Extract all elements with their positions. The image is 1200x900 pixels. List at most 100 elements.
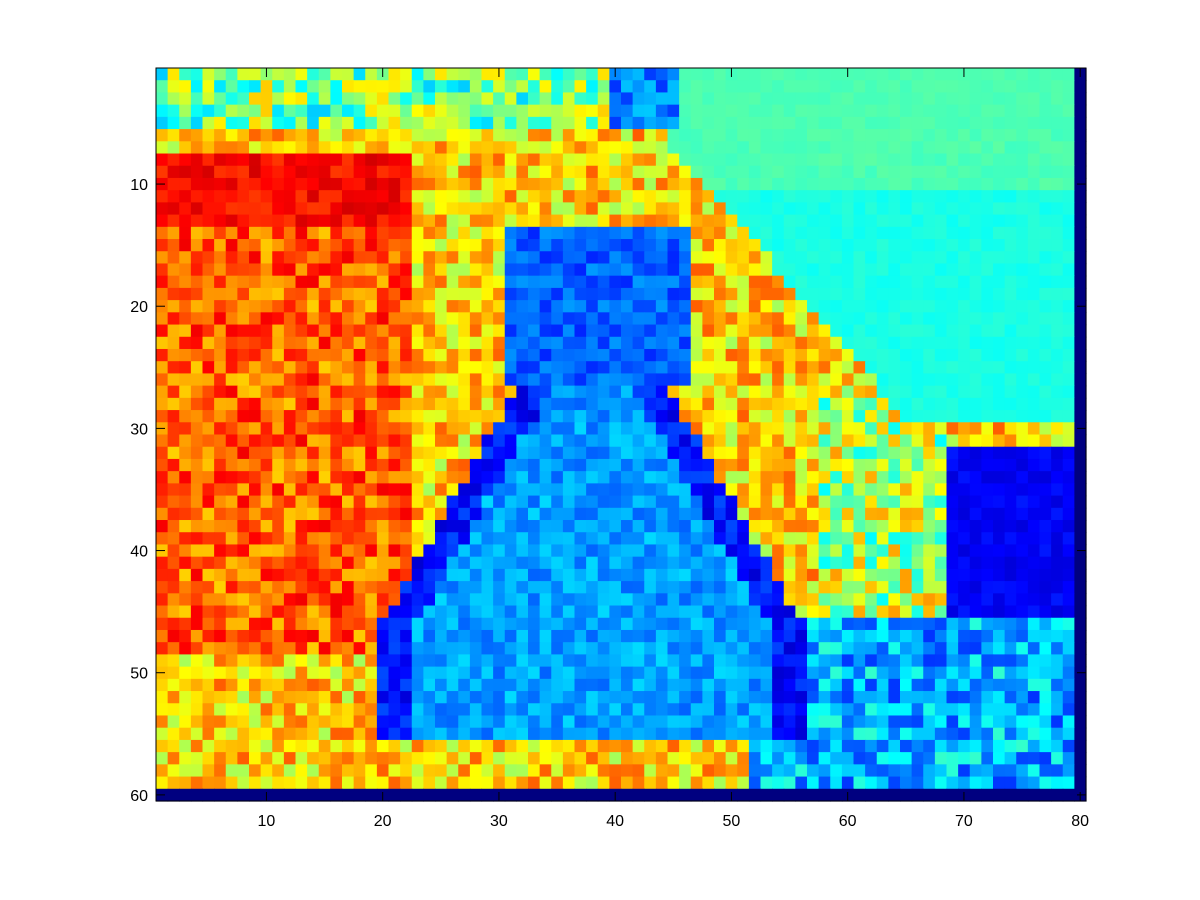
heatmap-cell — [482, 227, 494, 240]
heatmap-cell — [296, 398, 308, 411]
heatmap-cell — [261, 373, 273, 386]
heatmap-cell — [644, 496, 656, 509]
heatmap-cell — [214, 459, 226, 472]
heatmap-cell — [1051, 288, 1063, 301]
heatmap-cell — [877, 740, 889, 753]
heatmap-cell — [1063, 715, 1075, 728]
heatmap-cell — [1074, 276, 1086, 289]
heatmap-cell — [191, 508, 203, 521]
heatmap-cell — [854, 447, 866, 460]
heatmap-cell — [493, 215, 505, 228]
heatmap-cell — [516, 349, 528, 362]
heatmap-cell — [284, 789, 296, 802]
heatmap-cell — [912, 642, 924, 655]
heatmap-cell — [575, 276, 587, 289]
heatmap-cell — [1063, 227, 1075, 240]
heatmap-cell — [784, 606, 796, 619]
heatmap-cell — [784, 667, 796, 680]
heatmap-cell — [156, 508, 168, 521]
heatmap-cell — [1074, 483, 1086, 496]
heatmap-cell — [214, 288, 226, 301]
heatmap-cell — [1005, 606, 1017, 619]
heatmap-cell — [516, 459, 528, 472]
heatmap-cell — [261, 593, 273, 606]
heatmap-cell — [423, 520, 435, 533]
heatmap-cell — [319, 202, 331, 215]
heatmap-cell — [772, 105, 784, 118]
heatmap-cell — [179, 508, 191, 521]
heatmap-cell — [633, 752, 645, 765]
heatmap-cell — [912, 251, 924, 264]
heatmap-cell — [970, 764, 982, 777]
heatmap-cell — [842, 752, 854, 765]
heatmap-cell — [1063, 239, 1075, 252]
heatmap-cell — [400, 777, 412, 790]
heatmap-cell — [296, 263, 308, 276]
heatmap-cell — [621, 764, 633, 777]
heatmap-cell — [609, 728, 621, 741]
heatmap-cell — [854, 154, 866, 167]
heatmap-cell — [249, 471, 261, 484]
heatmap-cell — [923, 300, 935, 313]
heatmap-cell — [179, 386, 191, 399]
heatmap-cell — [842, 422, 854, 435]
heatmap-cell — [272, 667, 284, 680]
heatmap-cell — [261, 202, 273, 215]
heatmap-cell — [970, 166, 982, 179]
heatmap-cell — [214, 117, 226, 130]
heatmap-cell — [307, 447, 319, 460]
heatmap-cell — [1005, 410, 1017, 423]
heatmap-cell — [993, 263, 1005, 276]
heatmap-cell — [795, 532, 807, 545]
heatmap-cell — [900, 239, 912, 252]
heatmap-cell — [958, 288, 970, 301]
heatmap-cell — [807, 703, 819, 716]
heatmap-cell — [319, 92, 331, 105]
heatmap-cell — [423, 386, 435, 399]
heatmap-cell — [505, 190, 517, 203]
heatmap-cell — [1040, 569, 1052, 582]
heatmap-cell — [1028, 92, 1040, 105]
heatmap-cell — [970, 520, 982, 533]
heatmap-cell — [342, 679, 354, 692]
heatmap-cell — [516, 471, 528, 484]
heatmap-cell — [226, 68, 238, 81]
heatmap-cell — [179, 789, 191, 802]
heatmap-cell — [679, 679, 691, 692]
heatmap-cell — [179, 202, 191, 215]
heatmap-cell — [586, 667, 598, 680]
heatmap-cell — [249, 312, 261, 325]
heatmap-cell — [1005, 227, 1017, 240]
heatmap-cell — [923, 496, 935, 509]
heatmap-cell — [458, 569, 470, 582]
heatmap-cell — [447, 276, 459, 289]
heatmap-cell — [784, 129, 796, 142]
heatmap-cell — [772, 483, 784, 496]
heatmap-cell — [935, 166, 947, 179]
heatmap-cell — [330, 606, 342, 619]
heatmap-cell — [784, 361, 796, 374]
heatmap-cell — [458, 92, 470, 105]
heatmap-cell — [633, 178, 645, 191]
heatmap-cell — [1028, 789, 1040, 802]
heatmap-cell — [307, 691, 319, 704]
heatmap-cell — [586, 557, 598, 570]
heatmap-cell — [272, 80, 284, 93]
heatmap-cell — [505, 202, 517, 215]
heatmap-cell — [609, 190, 621, 203]
heatmap-cell — [795, 569, 807, 582]
heatmap-cell — [307, 337, 319, 350]
heatmap-cell — [702, 337, 714, 350]
heatmap-cell — [702, 508, 714, 521]
heatmap-cell — [679, 325, 691, 338]
heatmap-cell — [935, 422, 947, 435]
heatmap-cell — [993, 117, 1005, 130]
heatmap-cell — [819, 447, 831, 460]
heatmap-cell — [993, 496, 1005, 509]
heatmap-cell — [586, 728, 598, 741]
heatmap-cell — [261, 129, 273, 142]
heatmap-cell — [854, 263, 866, 276]
heatmap-cell — [377, 483, 389, 496]
heatmap-cell — [784, 410, 796, 423]
heatmap-cell — [714, 190, 726, 203]
